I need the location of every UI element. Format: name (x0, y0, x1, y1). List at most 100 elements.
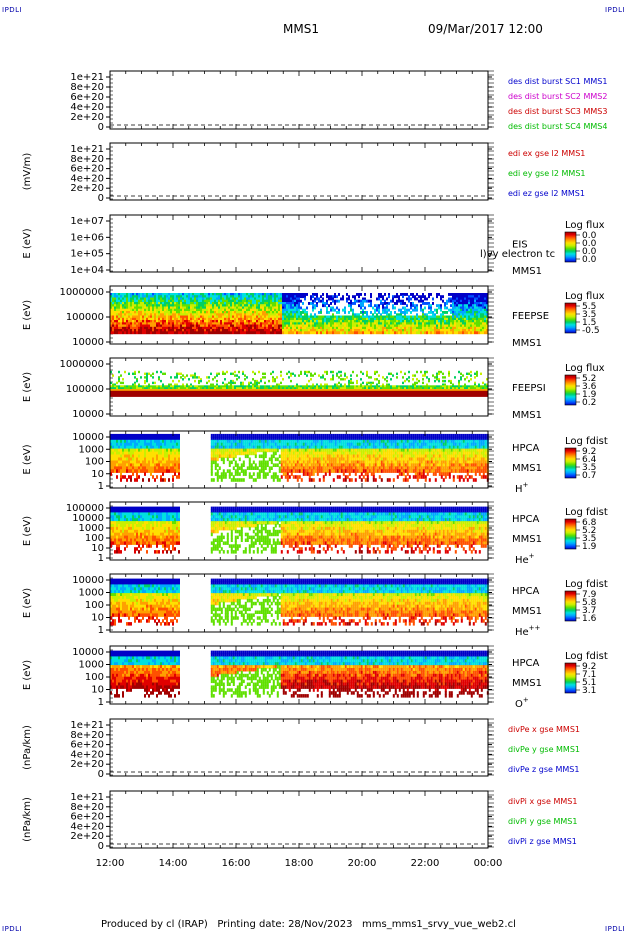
spectrogram-cell (480, 308, 482, 312)
spectrogram-cell (216, 372, 218, 375)
spectrogram-cell (462, 322, 464, 326)
spectrogram-cell (120, 387, 122, 390)
spectrogram-cell (292, 394, 294, 397)
spectrogram-cell (170, 308, 172, 312)
ipdli-mark-bottom-right: IPDLI (605, 925, 626, 933)
spectrogram-cell (124, 329, 126, 332)
spectrogram-cell (190, 311, 192, 314)
spectrogram-cell (174, 394, 176, 397)
spectrogram-cell (284, 315, 286, 319)
spectrogram-cell (486, 313, 488, 317)
spectrogram-cell (294, 297, 296, 301)
spectrogram-cell (410, 320, 412, 323)
spectrogram-cell (174, 293, 176, 296)
spectrogram-cell (266, 315, 268, 319)
spectrogram-cell (166, 329, 168, 332)
spectrogram-cell (406, 394, 408, 397)
spectrogram-cell (264, 376, 266, 379)
spectrogram-cell (454, 317, 456, 321)
spectrogram-cell (192, 322, 194, 326)
spectrogram-cell (476, 306, 478, 310)
spectrogram-cell (314, 293, 316, 296)
spectrogram-cell (116, 381, 118, 385)
spectrogram-cell (424, 320, 426, 323)
spectrogram-cell (194, 322, 196, 326)
spectrogram-cell (322, 394, 324, 397)
spectrogram-cell (330, 297, 332, 301)
spectrogram-cell (356, 324, 358, 328)
spectrogram-cell (314, 394, 316, 397)
spectrogram-cell (230, 392, 232, 395)
spectrogram-cell (172, 299, 174, 303)
spectrogram-cell (176, 383, 178, 386)
spectrogram-cell (280, 326, 282, 330)
spectrogram-cell (204, 302, 206, 305)
spectrogram-cell (318, 315, 320, 319)
spectrogram-cell (224, 306, 226, 310)
spectrogram-cell (188, 390, 190, 394)
spectrogram-cell (240, 311, 242, 314)
spectrogram-cell (356, 329, 358, 332)
spectrogram-cell (122, 390, 124, 394)
spectrogram-cell (176, 293, 178, 296)
spectrogram-cell (302, 331, 304, 335)
spectrogram-cell (206, 297, 208, 301)
spectrogram-cell (140, 329, 142, 332)
spectrogram-cell (402, 293, 404, 296)
spectrogram-cell (168, 324, 170, 328)
spectrogram-cell (202, 299, 204, 303)
spectrogram-cell (276, 324, 278, 328)
spectrogram-cell (400, 331, 402, 335)
spectrogram-cell (220, 326, 222, 330)
spectrogram-cell (468, 308, 470, 312)
spectrogram-cell (140, 385, 142, 388)
spectrogram-cell (222, 385, 224, 388)
spectrogram-cell (386, 320, 388, 323)
spectrogram-cell (160, 389, 162, 392)
spectrogram-cell (468, 306, 470, 310)
spectrogram-cell (392, 306, 394, 310)
spectrogram-cell (198, 322, 200, 326)
spectrogram-cell (158, 315, 160, 319)
spectrogram-cell (130, 302, 132, 305)
spectrogram-cell (234, 329, 236, 332)
spectrogram-cell (338, 376, 340, 379)
spectrogram-cell (276, 313, 278, 317)
spectrogram-cell (130, 385, 132, 388)
spectrogram-cell (260, 326, 262, 330)
spectrogram-cell (338, 326, 340, 330)
spectrogram-cell (192, 387, 194, 390)
spectrogram-cell (156, 293, 158, 296)
spectrogram-cell (370, 376, 372, 379)
spectrogram-cell (364, 299, 366, 303)
spectrogram-cell (226, 320, 228, 323)
spectrogram-cell (268, 315, 270, 319)
spectrogram-cell (190, 329, 192, 332)
spectrogram-cell (172, 297, 174, 301)
spectrogram-cell (376, 304, 378, 308)
spectrogram-cell (450, 317, 452, 321)
spectrogram-cell (426, 331, 428, 335)
spectrogram-cell (178, 390, 180, 394)
spectrogram-cell (298, 308, 300, 312)
spectrogram-cell (154, 315, 156, 319)
spectrogram-cell (484, 317, 486, 321)
spectrogram-cell (310, 322, 312, 326)
spectrogram-cell (376, 322, 378, 326)
spectrogram-cell (352, 311, 354, 314)
spectrogram-cell (316, 315, 318, 319)
spectrogram-cell (396, 295, 398, 299)
spectrogram-cell (156, 302, 158, 305)
spectrogram-cell (472, 331, 474, 335)
spectrogram-cell (180, 329, 182, 332)
spectrogram-cell (200, 385, 202, 388)
spectrogram-cell (436, 378, 438, 381)
spectrogram-cell (286, 329, 288, 332)
spectrogram-cell (396, 324, 398, 328)
spectrogram-cell (344, 374, 346, 377)
spectrogram-cell (152, 315, 154, 319)
spectrogram-cell (198, 302, 200, 305)
spectrogram-cell (460, 311, 462, 314)
spectrogram-cell (154, 295, 156, 299)
spectrogram-cell (260, 299, 262, 303)
